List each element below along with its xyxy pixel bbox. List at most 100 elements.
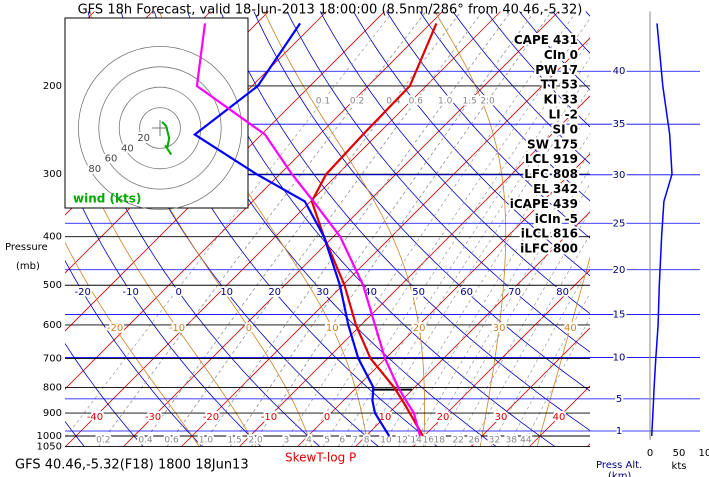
mixing-ratio-label: 8 [364, 436, 370, 446]
dry-adiabat-label: 80 [556, 287, 569, 298]
mixing-ratio-label: 14 [410, 436, 422, 446]
mixing-ratio-label: 0.2 [96, 436, 110, 446]
index-value: 33 [561, 92, 578, 106]
altitude-tick-label: 10 [613, 352, 626, 363]
dry-adiabat-label: -20 [75, 287, 91, 298]
mixing-ratio-label: 5 [324, 436, 330, 446]
index-label: CIn [544, 47, 566, 61]
mixing-ratio-line [350, 72, 590, 447]
index-value: 808 [553, 167, 578, 181]
dry-adiabat-label: 70 [508, 287, 521, 298]
index-value: 439 [553, 196, 578, 210]
mixing-ratio-line [281, 11, 577, 447]
hodograph-box [64, 17, 249, 209]
moist-adiabat-label: 30 [493, 323, 506, 334]
index-value: 53 [561, 77, 578, 91]
mixing-ratio-label: 4 [306, 436, 312, 446]
isotherm [239, 95, 590, 447]
mixing-ratio-label: 1.5 [227, 436, 241, 446]
hodograph-trace [161, 121, 173, 156]
moist-adiabat [434, 11, 507, 447]
index-entry: TT 53 [541, 77, 578, 91]
mixing-ratio-label: 26 [468, 436, 480, 446]
dry-adiabat [685, 12, 709, 447]
index-entry: iCAPE 439 [510, 196, 578, 210]
y-tick-label: 500 [43, 280, 62, 291]
mixing-ratio-label: 18 [434, 436, 446, 446]
altitude-unit: (km) [608, 471, 631, 477]
wind-tick-label: 0 [647, 448, 653, 459]
wind-axis-label: kts [672, 461, 687, 472]
mixing-ratio-label: 7 [352, 436, 358, 446]
index-entry: SW 175 [527, 137, 578, 151]
dry-adiabat [386, 11, 590, 239]
mixing-ratio-line [229, 11, 535, 447]
index-entry: iCIn -5 [535, 211, 578, 225]
mixing-ratio-label: 2.0 [248, 436, 263, 446]
index-label: iCIn [535, 211, 561, 225]
y-tick-label: 200 [43, 81, 62, 92]
index-value: -2 [565, 107, 578, 121]
mixing-ratio-label: 0.6 [409, 97, 424, 107]
mixing-ratio-label: 1.5 [462, 97, 476, 107]
profile-line [310, 22, 438, 437]
altitude-tick-label: 1 [616, 426, 622, 437]
mixing-ratio-label: 1.0 [438, 97, 453, 107]
isotherm [181, 37, 590, 447]
dry-adiabat [253, 11, 590, 392]
index-label: iLFC [520, 241, 549, 255]
y-tick-label: 1000 [37, 431, 62, 442]
mixing-ratio-line [381, 111, 590, 447]
isotherm [355, 211, 590, 447]
index-label: SW [527, 137, 549, 151]
chart-title: GFS 18h Forecast, valid 18-Jun-2013 18:0… [78, 3, 583, 18]
y-axis-label: Pressure [5, 242, 48, 253]
dry-adiabat [220, 11, 590, 431]
hodograph-ring [139, 107, 181, 149]
x-axis-label: SkewT-log P [285, 451, 356, 465]
y-tick-label: 900 [43, 408, 62, 419]
mixing-ratio-line [65, 11, 394, 440]
index-entry: EL 342 [533, 182, 578, 196]
y-tick-label: 400 [43, 232, 62, 243]
hodograph-ring [118, 86, 202, 170]
mixing-ratio-line [362, 86, 590, 447]
isotherm [297, 153, 590, 447]
index-label: KI [544, 92, 558, 106]
index-value: 816 [553, 226, 578, 240]
index-label: iLCL [521, 226, 550, 240]
dry-adiabat [652, 12, 709, 447]
index-entry: LI -2 [549, 107, 578, 121]
index-label: CAPE [514, 33, 549, 47]
y-tick-label: 300 [43, 169, 62, 180]
mixing-ratio-label: 12 [396, 436, 407, 446]
index-entry: LCL 919 [525, 152, 578, 166]
mixing-ratio-line [251, 11, 552, 447]
moist-adiabat-label: -20 [107, 323, 123, 334]
hodograph-title: wind (kts) [73, 192, 141, 206]
mixing-ratio-label: 6 [339, 436, 345, 446]
isotherm [413, 269, 590, 447]
altitude-tick-label: 25 [613, 218, 626, 229]
dry-adiabat [65, 259, 203, 447]
dry-adiabat [65, 342, 144, 447]
isotherm [65, 11, 327, 274]
y-tick-label: 1050 [37, 442, 62, 453]
isotherm-label: 40 [553, 412, 566, 423]
index-entry: iLFC 800 [520, 241, 578, 255]
index-label: TT [541, 77, 558, 91]
wind-tick-label: 50 [673, 448, 686, 459]
hodograph-ring-label: 40 [121, 143, 134, 154]
isotherm-label: 30 [495, 412, 508, 423]
index-entry: SI 0 [553, 122, 578, 136]
dry-adiabat [65, 167, 262, 447]
index-value: 800 [553, 241, 578, 255]
altitude-tick-label: 35 [613, 119, 626, 130]
mixing-ratio-line [229, 11, 535, 447]
index-entry: LFC 808 [524, 167, 578, 181]
profile-line [192, 22, 391, 437]
isotherm-label: -20 [203, 412, 219, 423]
isotherm-label: 20 [437, 412, 450, 423]
index-value: 0 [570, 47, 578, 61]
